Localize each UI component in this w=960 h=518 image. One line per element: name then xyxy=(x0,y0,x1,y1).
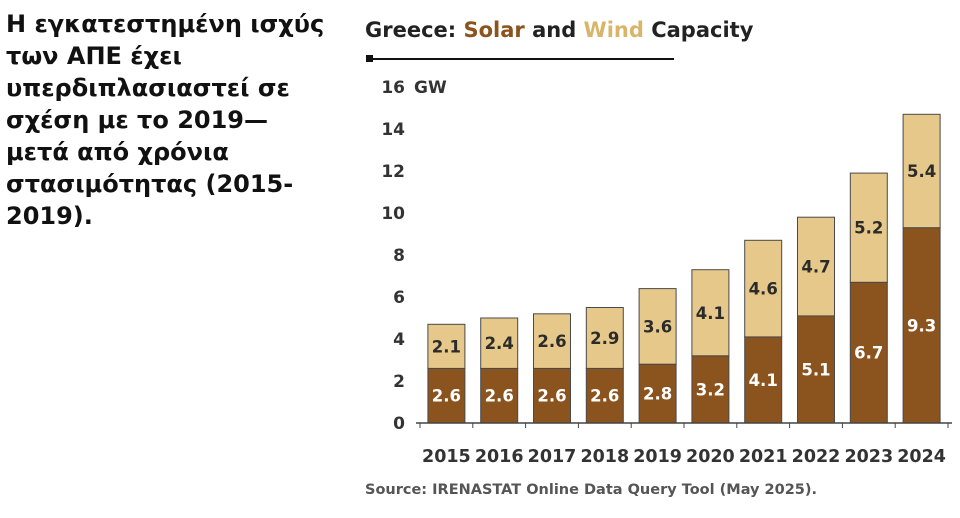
caption-line: υπερδιπλασιαστεί σε xyxy=(6,74,290,102)
chart-title-prefix: Greece: xyxy=(365,18,464,42)
data-label-solar: 2.6 xyxy=(537,387,566,406)
data-label-wind: 3.6 xyxy=(643,317,672,336)
bar-segment-wind xyxy=(744,239,783,338)
stacked-bar-chart: 0 2 4 6 8 10 12 14 16 GW 2.6 2.1 2015 2.6 2.4 2016 2.6 2.… xyxy=(381,78,952,467)
data-label-solar: 6.7 xyxy=(854,344,883,363)
chart-title: Greece: Solar and Wind Capacity xyxy=(365,18,753,42)
data-label-solar: 2.6 xyxy=(432,387,461,406)
y-tick-label: 0 xyxy=(393,414,405,434)
data-label-wind: 4.7 xyxy=(801,258,830,277)
bar-segment-solar xyxy=(744,336,783,424)
data-label-wind: 4.1 xyxy=(696,304,725,323)
caption-line: των ΑΠΕ έχει xyxy=(6,42,182,70)
y-tick-label: 4 xyxy=(393,330,405,350)
chart-title-suffix: Capacity xyxy=(643,18,754,42)
x-tick-label: 2020 xyxy=(686,447,735,467)
data-label-solar: 2.6 xyxy=(485,387,514,406)
y-tick-label: 6 xyxy=(393,288,405,308)
bar-segment-solar xyxy=(638,363,677,424)
x-tick-label: 2021 xyxy=(739,447,788,467)
caption-line: στασιμότητας (2015- xyxy=(6,170,294,198)
x-tick-label: 2016 xyxy=(475,447,524,467)
data-label-solar: 4.1 xyxy=(749,371,778,390)
data-label-wind: 2.4 xyxy=(485,334,514,353)
chart-title-and: and xyxy=(524,18,584,42)
y-tick-label: 16 xyxy=(381,78,405,98)
data-label-solar: 9.3 xyxy=(907,316,936,335)
caption-text: Η εγκατεστημένη ισχύς των ΑΠΕ έχει υπερδ… xyxy=(6,8,326,232)
x-tick-label: 2022 xyxy=(792,447,841,467)
bar-segment-solar xyxy=(902,227,941,424)
y-tick-label: 10 xyxy=(381,204,405,224)
x-tick-label: 2019 xyxy=(633,447,682,467)
chart-title-solar: Solar xyxy=(463,18,525,42)
bar-segment-wind xyxy=(902,113,941,229)
x-tick-label: 2015 xyxy=(422,447,471,467)
data-label-solar: 5.1 xyxy=(801,360,830,379)
bar-segment-solar xyxy=(480,367,519,424)
bar-segment-solar xyxy=(533,367,571,424)
data-label-wind: 5.2 xyxy=(854,219,883,238)
bar-segment-wind xyxy=(691,269,730,357)
caption-line: Η εγκατεστημένη ισχύς xyxy=(6,10,325,38)
bar-segment-solar xyxy=(585,367,624,424)
caption-line: μετά από χρόνια xyxy=(6,138,229,166)
bar-segment-wind xyxy=(797,216,835,317)
y-tick-label: 2 xyxy=(393,372,405,392)
x-tick-label: 2023 xyxy=(844,447,893,467)
y-tick-label: 14 xyxy=(381,120,405,140)
title-underline-marker xyxy=(366,55,373,62)
y-tick-label: 12 xyxy=(381,162,405,182)
data-label-wind: 4.6 xyxy=(749,280,778,299)
caption-line: 2019). xyxy=(6,202,93,230)
data-label-wind: 2.1 xyxy=(432,337,461,356)
x-tick-label: 2017 xyxy=(528,447,577,467)
chart-title-wind: Wind xyxy=(583,18,644,42)
bar-segment-solar xyxy=(849,281,888,424)
bar-segment-wind xyxy=(533,313,571,369)
data-label-wind: 5.4 xyxy=(907,162,936,181)
data-label-wind: 2.6 xyxy=(537,332,566,351)
bar-segment-wind xyxy=(585,307,624,369)
data-label-solar: 2.8 xyxy=(643,385,672,404)
title-underline xyxy=(366,55,674,62)
source-note: Source: IRENASTAT Online Data Query Tool… xyxy=(365,482,818,498)
y-tick-label: 8 xyxy=(393,246,405,266)
bar-segment-wind xyxy=(427,323,466,369)
y-unit-label: GW xyxy=(414,78,447,98)
bar-segment-wind xyxy=(638,288,677,365)
caption-line: σχέση με το 2019— xyxy=(6,106,268,134)
bar-segment-wind xyxy=(480,317,519,369)
data-label-solar: 3.2 xyxy=(696,380,725,399)
x-tick-label: 2024 xyxy=(897,447,946,467)
data-label-solar: 2.6 xyxy=(590,387,619,406)
bar-segment-wind xyxy=(849,172,888,283)
data-label-wind: 2.9 xyxy=(590,329,619,348)
bar-segment-solar xyxy=(797,315,835,424)
x-tick-label: 2018 xyxy=(580,447,629,467)
